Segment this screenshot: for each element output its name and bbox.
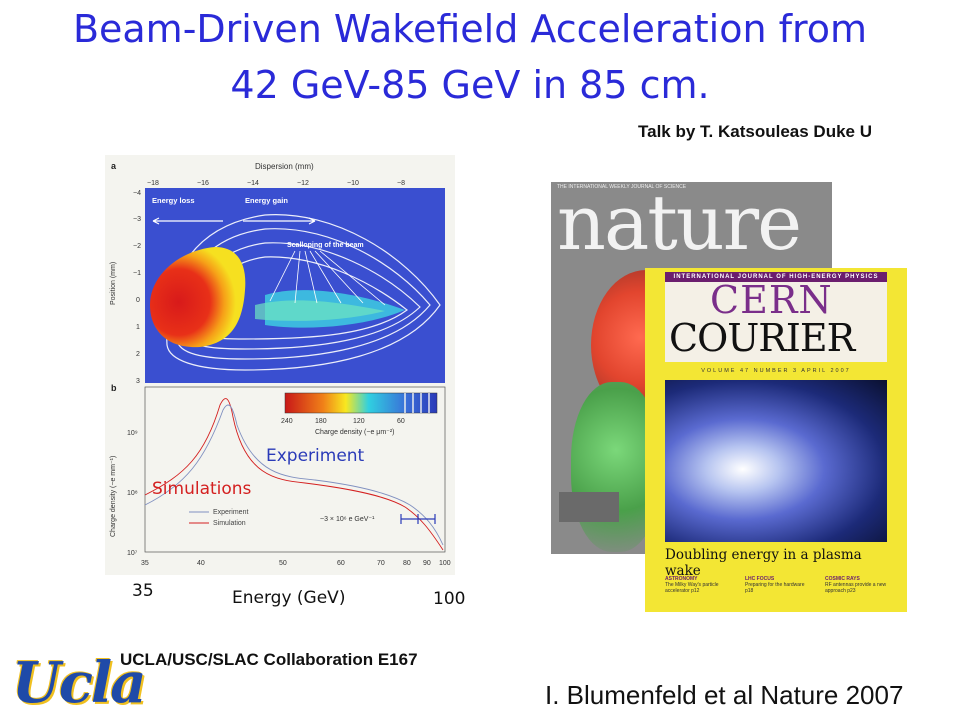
simulation-curve <box>144 398 444 551</box>
top-tick: −12 <box>297 180 309 187</box>
y-tick: 0 <box>136 297 140 304</box>
y-tick: −2 <box>133 243 141 250</box>
y-tick: −1 <box>133 270 141 277</box>
colorbar-tick: 60 <box>397 418 405 425</box>
x-tick: 40 <box>197 560 205 567</box>
y-tick: 2 <box>136 351 140 358</box>
energy-axis-label: Energy (GeV) <box>232 588 346 608</box>
cern-courier-cover: International Journal of High-Energy Phy… <box>645 268 907 612</box>
nature-masthead: nature <box>557 182 802 267</box>
experiment-overlay-label: Experiment <box>266 446 365 466</box>
top-tick: −10 <box>347 180 359 187</box>
y-tick: 1 <box>136 324 140 331</box>
charge-density-axis-label: Charge density (−e mm⁻¹) <box>110 456 117 537</box>
citation: I. Blumenfeld et al Nature 2007 <box>545 680 904 710</box>
energy-loss-label: Energy loss <box>152 196 195 205</box>
energy-gain-arrow <box>243 217 316 225</box>
colorbar-label: Charge density (−e μm⁻²) <box>315 429 395 436</box>
cern-headline: Doubling energy in a plasma wake <box>665 547 862 579</box>
y-tick: −4 <box>133 190 141 197</box>
energy-loss-arrow <box>152 217 223 225</box>
top-tick: −16 <box>197 180 209 187</box>
legend-simulation: Simulation <box>213 520 246 527</box>
colorbar <box>284 392 438 414</box>
cern-col2-head: LHC FOCUS <box>745 576 775 582</box>
simulations-overlay-label: Simulations <box>152 479 252 499</box>
top-tick: −18 <box>147 180 159 187</box>
wakefield-figure: a Dispersion (mm) −18 −16 −14 −12 −10 −8… <box>105 155 455 575</box>
scalloping-arrows <box>269 250 386 306</box>
energy-max-label: 100 <box>433 589 466 609</box>
beam-core <box>150 247 246 348</box>
talk-credit: Talk by T. Katsouleas Duke U <box>638 122 872 141</box>
x-tick: 90 <box>423 560 431 567</box>
b-y-tick: 10⁷ <box>127 550 138 557</box>
energy-gain-label: Energy gain <box>245 196 288 205</box>
cern-top-band: International Journal of High-Energy Phy… <box>665 272 887 282</box>
cern-col3-text: RF antennas provide a new approach p23 <box>825 582 887 594</box>
b-y-tick: 10⁹ <box>127 430 138 437</box>
colorbar-tick: 180 <box>315 418 327 425</box>
error-bar <box>400 514 436 524</box>
slide-title-line1: Beam-Driven Wakefield Acceleration from <box>72 7 868 51</box>
y-tick: 3 <box>136 378 140 385</box>
cern-col1-text: The Milky Way's particle accelerator p12 <box>665 582 719 594</box>
spectrum-plot-frame <box>144 386 446 553</box>
x-tick: 50 <box>279 560 287 567</box>
legend-experiment: Experiment <box>213 509 248 516</box>
top-tick: −14 <box>247 180 259 187</box>
x-tick: 80 <box>403 560 411 567</box>
panel-b-letter: b <box>111 383 117 393</box>
colorbar-tick: 120 <box>353 418 365 425</box>
nature-top-line: THE INTERNATIONAL WEEKLY JOURNAL OF SCIE… <box>557 184 687 190</box>
panel-a-letter: a <box>111 161 117 171</box>
top-tick: −8 <box>397 180 405 187</box>
colorbar-tick: 240 <box>281 418 293 425</box>
experiment-curve <box>144 404 444 546</box>
x-tick: 60 <box>337 560 345 567</box>
cern-title-courier: COURIER <box>669 316 855 360</box>
cern-volume-line: Volume 47 Number 3 April 2007 <box>701 368 851 374</box>
x-tick: 35 <box>141 560 149 567</box>
scalloping-label: Scalloping of the beam <box>287 242 364 249</box>
energy-min-label: 35 <box>132 581 154 601</box>
cern-col3-head: COSMIC RAYS <box>825 576 860 582</box>
slide-title-line2: 42 GeV-85 GeV in 85 cm. <box>230 63 710 107</box>
plasma-wake-image <box>665 380 887 542</box>
x-tick: 100 <box>439 560 451 567</box>
y-tick: −3 <box>133 216 141 223</box>
x-tick: 70 <box>377 560 385 567</box>
dispersion-axis-label: Dispersion (mm) <box>255 162 314 171</box>
cern-col2-text: Preparing for the hardware p18 <box>745 582 805 594</box>
ucla-logo: Ucla <box>12 650 146 716</box>
collaboration-credit: UCLA/USC/SLAC Collaboration E167 <box>120 650 418 669</box>
error-bar-label: ~3 × 10⁶ e GeV⁻¹ <box>320 516 375 523</box>
cern-col1-head: ASTRONOMY <box>665 576 698 582</box>
b-y-tick: 10⁸ <box>127 490 138 497</box>
cern-title-cern: CERN <box>710 278 833 322</box>
cern-title-box: CERN COURIER <box>665 278 887 362</box>
position-axis-label: Position (mm) <box>110 262 117 305</box>
